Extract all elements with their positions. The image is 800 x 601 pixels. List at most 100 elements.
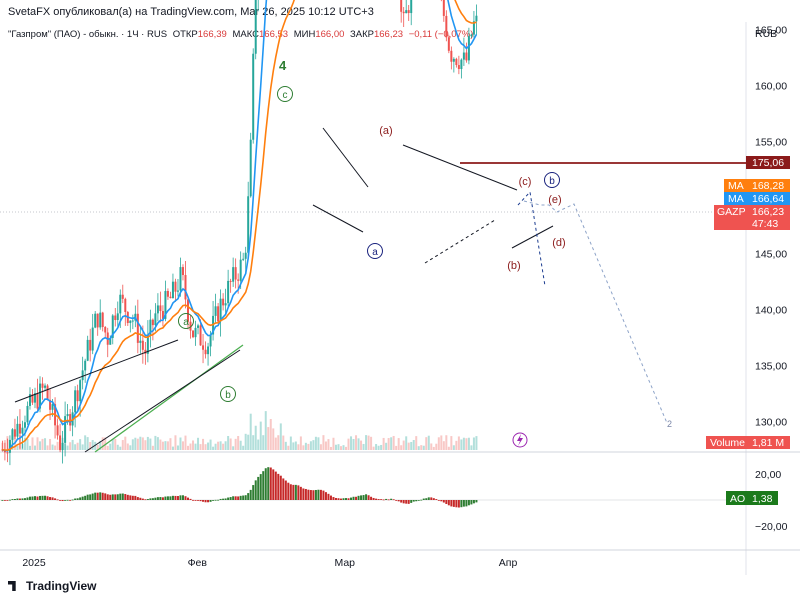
ao-bar bbox=[322, 490, 325, 500]
ao-bar bbox=[49, 497, 52, 500]
volume-bar bbox=[467, 437, 470, 450]
ao-bar bbox=[129, 495, 132, 500]
ao-bar bbox=[21, 498, 24, 500]
candle-body bbox=[450, 50, 453, 62]
candle-body bbox=[31, 394, 34, 403]
volume-bar bbox=[166, 441, 169, 450]
candle-body bbox=[186, 299, 189, 322]
close-label: ЗАКР bbox=[350, 29, 374, 40]
candle-body bbox=[237, 279, 240, 281]
ao-bar bbox=[337, 498, 340, 500]
ao-bar bbox=[166, 496, 169, 500]
candle-body bbox=[79, 380, 82, 402]
ma-fast-tag: MA 166,64 bbox=[724, 192, 790, 205]
ao-bar bbox=[237, 496, 240, 500]
ao-bar bbox=[136, 497, 139, 500]
candle-body bbox=[239, 259, 242, 281]
volume-bar bbox=[282, 435, 285, 450]
ao-bar bbox=[387, 499, 390, 501]
ao-bar bbox=[59, 500, 62, 501]
volume-bar bbox=[96, 444, 99, 450]
volume-bar bbox=[307, 443, 310, 450]
ao-bar bbox=[149, 498, 152, 500]
ao-bar bbox=[452, 500, 455, 507]
volume-bar bbox=[264, 411, 267, 450]
svg-text:AO: AO bbox=[730, 493, 745, 505]
ao-bar bbox=[415, 500, 418, 502]
volume-bar bbox=[234, 438, 237, 450]
candle-body bbox=[41, 383, 44, 388]
time-axis[interactable]: 2025 Фев Мар Апр bbox=[22, 557, 517, 569]
candle-body bbox=[232, 267, 235, 282]
trendline-green bbox=[94, 344, 244, 453]
symbol-name[interactable]: "Газпром" (ПАО) - обыкн. · 1Ч · RUS bbox=[8, 29, 168, 40]
ao-bar bbox=[169, 496, 172, 500]
ao-bar bbox=[99, 492, 102, 500]
ao-bar bbox=[154, 497, 157, 500]
ao-histogram bbox=[1, 467, 478, 508]
ao-bar bbox=[109, 494, 112, 500]
volume-bar bbox=[204, 444, 207, 450]
volume-bar bbox=[297, 444, 300, 450]
ao-bar bbox=[435, 499, 438, 500]
candle-body bbox=[410, 0, 413, 14]
candle-body bbox=[104, 326, 107, 333]
candle-body bbox=[219, 298, 222, 322]
candle-body bbox=[161, 311, 164, 319]
price-tick-label: 140,00 bbox=[755, 305, 787, 317]
candle-body bbox=[101, 312, 104, 327]
ao-bar bbox=[450, 500, 453, 507]
ao-bar bbox=[392, 499, 395, 501]
volume-bar bbox=[314, 436, 317, 450]
ao-bar bbox=[66, 499, 69, 501]
ao-bar bbox=[397, 500, 400, 502]
tradingview-logo[interactable]: TradingView bbox=[8, 579, 96, 593]
candle-body bbox=[109, 337, 112, 345]
volume-bar bbox=[355, 435, 358, 450]
candle-body bbox=[56, 425, 59, 436]
ao-bar bbox=[437, 500, 440, 501]
candle-body bbox=[202, 345, 205, 350]
events-lightning-icon[interactable] bbox=[512, 432, 528, 448]
ao-bar bbox=[84, 495, 87, 500]
volume-bar bbox=[232, 446, 235, 450]
ao-bar bbox=[292, 484, 295, 500]
change-value: −0,11 (−0,07%) bbox=[408, 29, 474, 40]
candle-body bbox=[174, 281, 177, 292]
ao-bar bbox=[347, 498, 350, 500]
ao-bar bbox=[410, 500, 413, 503]
candle-body bbox=[129, 320, 132, 324]
ao-bar bbox=[174, 495, 177, 500]
ao-bar bbox=[234, 496, 237, 500]
ao-bar bbox=[425, 498, 428, 500]
ao-bar bbox=[134, 495, 137, 500]
candle-body bbox=[51, 404, 54, 410]
volume-bar bbox=[89, 441, 92, 450]
candle-body bbox=[194, 327, 197, 338]
high-value: 166,53 bbox=[259, 29, 289, 40]
candle-body bbox=[455, 58, 458, 66]
volume-bar bbox=[229, 438, 232, 450]
ao-bar bbox=[1, 500, 4, 501]
ao-bar bbox=[365, 494, 368, 500]
ao-bar bbox=[289, 484, 292, 500]
ao-bar bbox=[312, 490, 315, 500]
candle-body bbox=[470, 34, 473, 37]
ao-bar bbox=[319, 489, 322, 500]
volume-bar bbox=[470, 445, 473, 450]
volume-bar bbox=[194, 443, 197, 450]
volume-bar bbox=[430, 443, 433, 450]
volume-bar bbox=[199, 444, 202, 450]
svg-text:MA: MA bbox=[728, 193, 744, 205]
candle-body bbox=[16, 423, 19, 437]
volume-bar bbox=[435, 443, 438, 450]
candle-body bbox=[59, 435, 62, 451]
ao-bar bbox=[367, 495, 370, 500]
ao-bar bbox=[372, 497, 375, 500]
ao-bar bbox=[440, 500, 443, 502]
projection-end-label: 2 bbox=[667, 419, 672, 429]
open-value: 166,39 bbox=[197, 29, 227, 40]
candle-body bbox=[28, 394, 31, 406]
ao-bar bbox=[282, 478, 285, 500]
